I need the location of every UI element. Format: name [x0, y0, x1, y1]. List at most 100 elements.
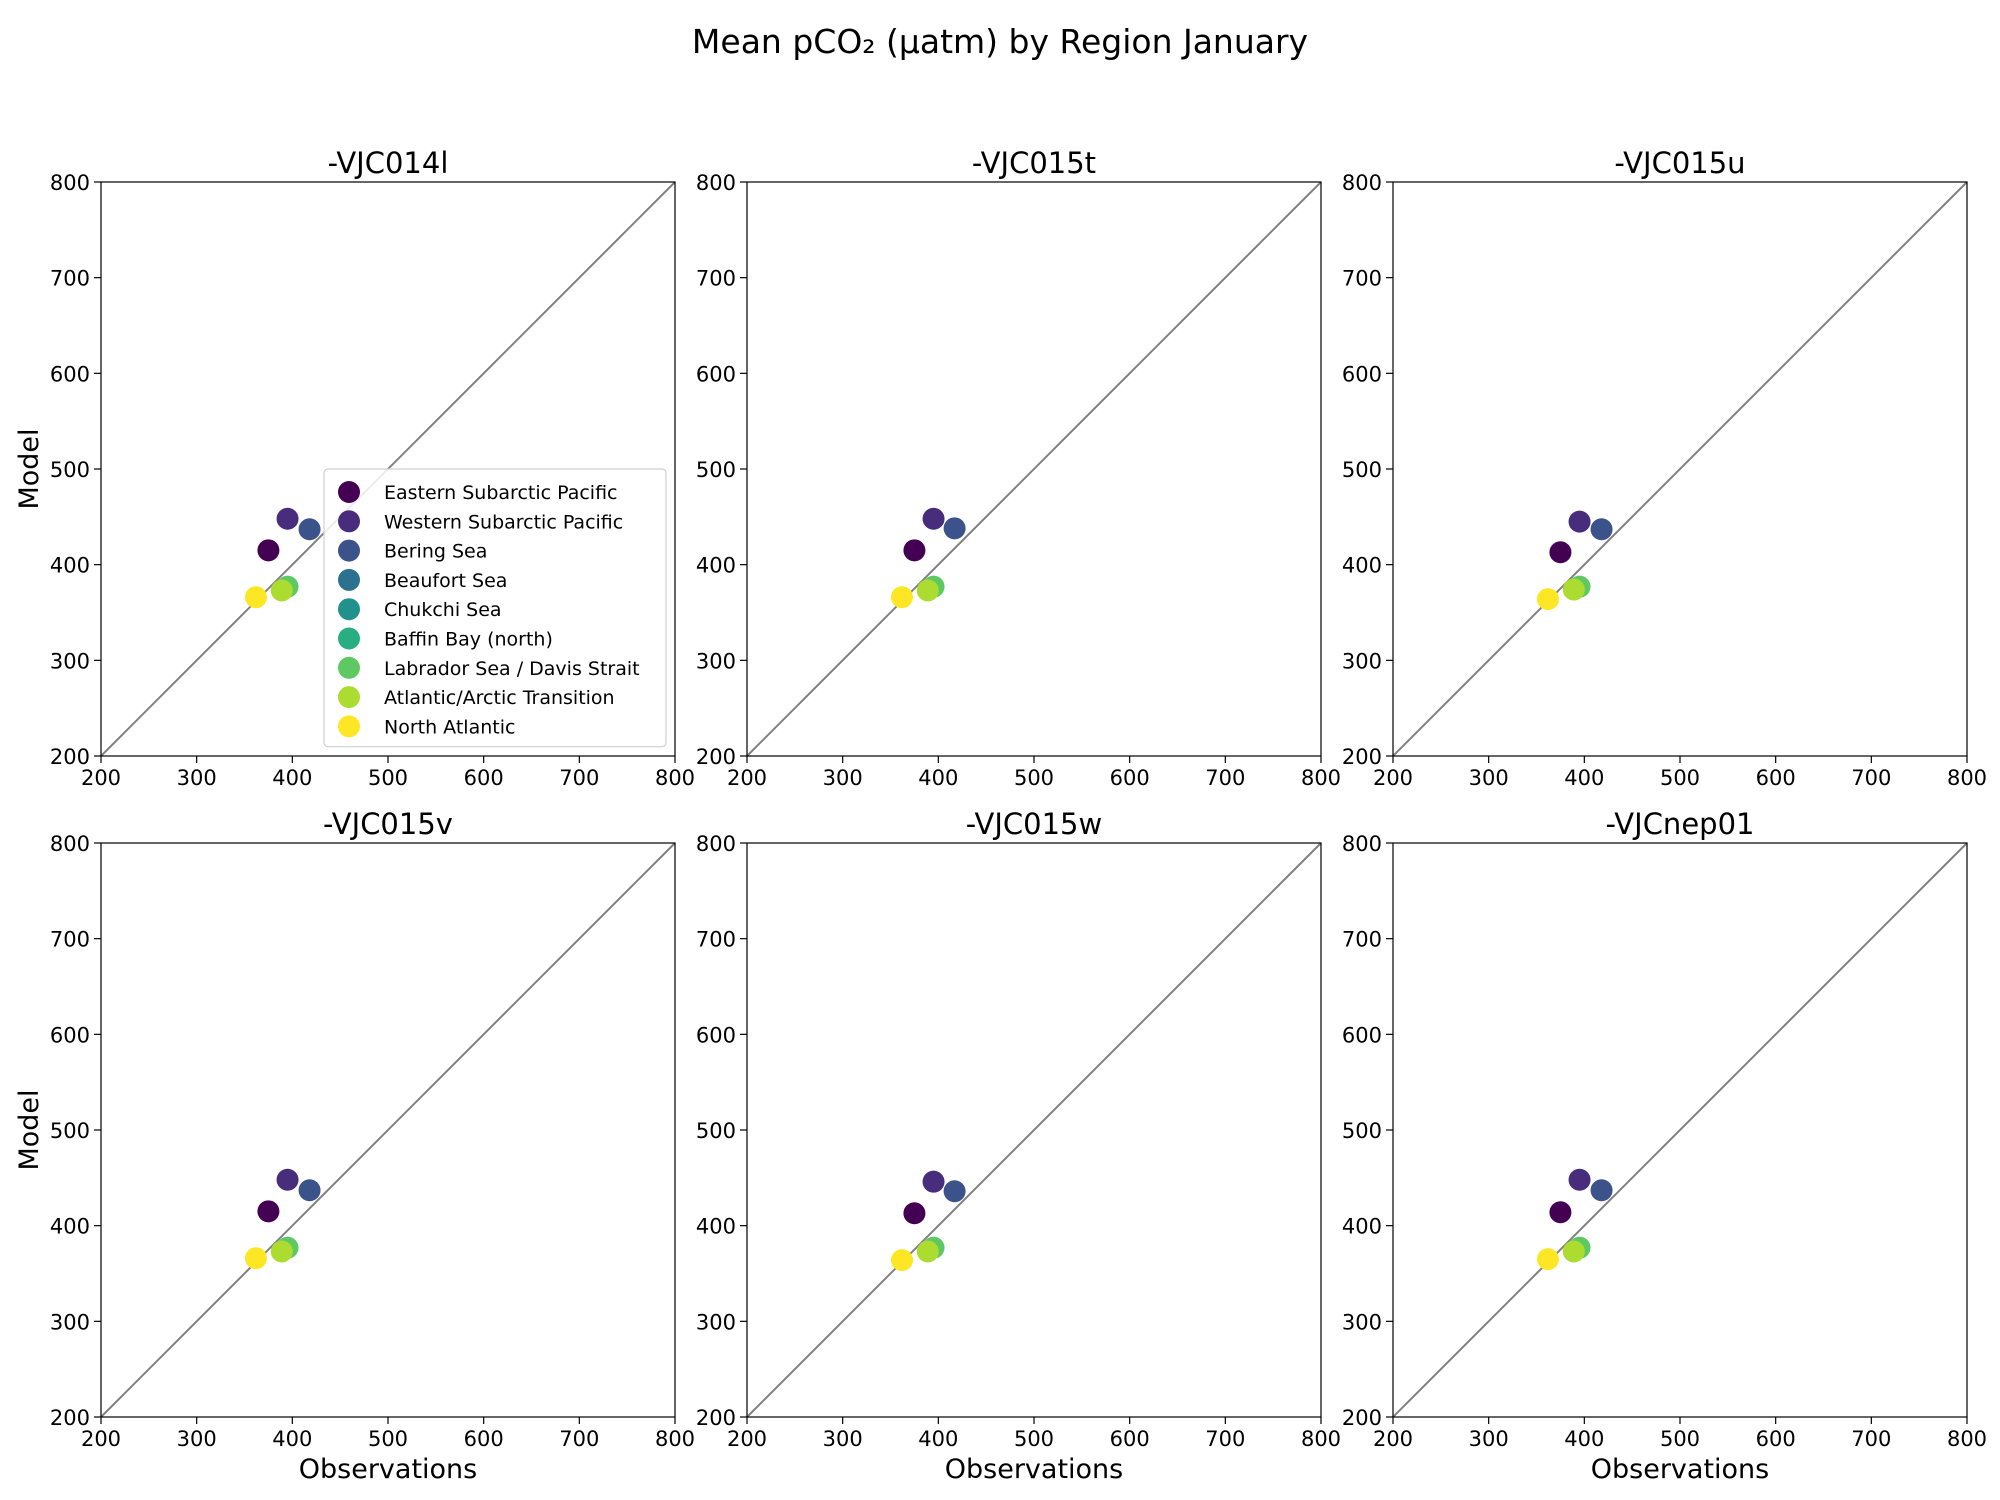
- legend-marker: [338, 481, 360, 503]
- x-tick-label: 500: [1014, 766, 1054, 790]
- y-tick-label: 800: [50, 832, 90, 856]
- x-axis-label: Observations: [1591, 1454, 1769, 1485]
- x-axis-label: Observations: [945, 1454, 1123, 1485]
- data-point: [903, 539, 926, 562]
- x-tick-label: 300: [823, 766, 863, 790]
- x-tick-label: 200: [1373, 1427, 1413, 1451]
- x-tick-label: 600: [1110, 766, 1150, 790]
- x-tick-label: 700: [559, 1427, 599, 1451]
- data-point: [1590, 518, 1613, 541]
- y-tick-label: 300: [1342, 1310, 1382, 1334]
- x-tick-label: 400: [918, 766, 958, 790]
- legend-marker: [338, 715, 360, 738]
- y-tick-label: 300: [696, 649, 736, 673]
- y-tick-label: 300: [50, 1310, 90, 1334]
- x-tick-label: 200: [81, 1427, 121, 1451]
- panel-title: -VJC014l: [328, 146, 449, 180]
- legend-label: Atlantic/Arctic Transition: [384, 687, 615, 709]
- data-point: [298, 518, 321, 541]
- legend-label: Eastern Subarctic Pacific: [384, 482, 618, 504]
- x-tick-label: 700: [1205, 1427, 1245, 1451]
- legend-marker: [338, 686, 360, 709]
- y-tick-label: 500: [696, 458, 736, 482]
- y-axis-label: Model: [14, 1089, 45, 1170]
- y-tick-label: 400: [696, 1215, 736, 1239]
- x-tick-label: 600: [464, 766, 504, 790]
- data-point: [1562, 578, 1585, 601]
- x-tick-label: 300: [823, 1427, 863, 1451]
- x-tick-label: 700: [1205, 766, 1245, 790]
- x-tick-label: 500: [1660, 766, 1700, 790]
- data-point: [1590, 1179, 1613, 1202]
- data-point: [298, 1179, 321, 1202]
- y-tick-label: 700: [696, 267, 736, 291]
- y-tick-label: 600: [1342, 1023, 1382, 1047]
- y-tick-label: 400: [50, 1215, 90, 1239]
- legend-box: [323, 468, 667, 748]
- data-point: [257, 539, 280, 562]
- x-tick-label: 800: [1947, 1427, 1987, 1451]
- x-tick-label: 600: [1756, 1427, 1796, 1451]
- x-tick-label: 700: [1851, 1427, 1891, 1451]
- y-tick-label: 500: [1342, 1119, 1382, 1143]
- data-point: [1536, 1248, 1559, 1271]
- y-tick-label: 800: [696, 171, 736, 195]
- x-tick-label: 700: [559, 766, 599, 790]
- data-point: [1568, 1168, 1591, 1191]
- x-tick-label: 800: [655, 1427, 695, 1451]
- legend-label: Labrador Sea / Davis Strait: [384, 658, 640, 680]
- data-point: [916, 579, 939, 602]
- x-tick-label: 200: [1373, 766, 1413, 790]
- y-tick-label: 200: [1342, 1406, 1382, 1430]
- y-tick-label: 500: [696, 1119, 736, 1143]
- x-tick-label: 400: [272, 766, 312, 790]
- x-tick-label: 300: [1469, 1427, 1509, 1451]
- x-tick-label: 400: [1564, 766, 1604, 790]
- panel-title: -VJC015u: [1614, 146, 1745, 180]
- data-point: [1536, 588, 1559, 611]
- data-point: [943, 517, 966, 540]
- y-tick-label: 200: [50, 745, 90, 769]
- x-tick-label: 700: [1851, 766, 1891, 790]
- y-tick-label: 200: [696, 745, 736, 769]
- data-point: [270, 579, 293, 602]
- one-to-one-line: [100, 842, 676, 1418]
- legend: Eastern Subarctic Pacific Western Subarct…: [323, 468, 667, 748]
- data-point: [244, 586, 267, 609]
- y-tick-label: 700: [1342, 928, 1382, 952]
- y-tick-label: 600: [1342, 362, 1382, 386]
- x-tick-label: 200: [727, 1427, 767, 1451]
- data-point: [922, 1170, 945, 1193]
- y-tick-label: 600: [696, 1023, 736, 1047]
- y-tick-label: 600: [696, 362, 736, 386]
- x-tick-label: 300: [177, 1427, 217, 1451]
- y-tick-label: 300: [50, 649, 90, 673]
- y-tick-label: 500: [50, 458, 90, 482]
- data-point: [890, 586, 913, 609]
- legend-label: Bering Sea: [384, 541, 487, 563]
- x-tick-label: 500: [368, 1427, 408, 1451]
- x-tick-label: 200: [81, 766, 121, 790]
- data-point: [1549, 1201, 1572, 1224]
- y-tick-label: 200: [50, 1406, 90, 1430]
- x-tick-label: 200: [727, 766, 767, 790]
- y-tick-label: 200: [1342, 745, 1382, 769]
- y-tick-label: 400: [50, 554, 90, 578]
- x-tick-label: 300: [1469, 766, 1509, 790]
- y-tick-label: 500: [50, 1119, 90, 1143]
- legend-label: Baffin Bay (north): [384, 629, 553, 651]
- panel-title: -VJC015t: [972, 146, 1096, 180]
- x-tick-label: 600: [1110, 1427, 1150, 1451]
- legend-marker: [338, 539, 360, 562]
- x-tick-label: 400: [918, 1427, 958, 1451]
- x-tick-label: 800: [1301, 766, 1341, 790]
- data-point: [916, 1240, 939, 1263]
- y-tick-label: 800: [1342, 171, 1382, 195]
- one-to-one-line: [746, 842, 1322, 1418]
- x-tick-label: 800: [655, 766, 695, 790]
- y-tick-label: 400: [1342, 554, 1382, 578]
